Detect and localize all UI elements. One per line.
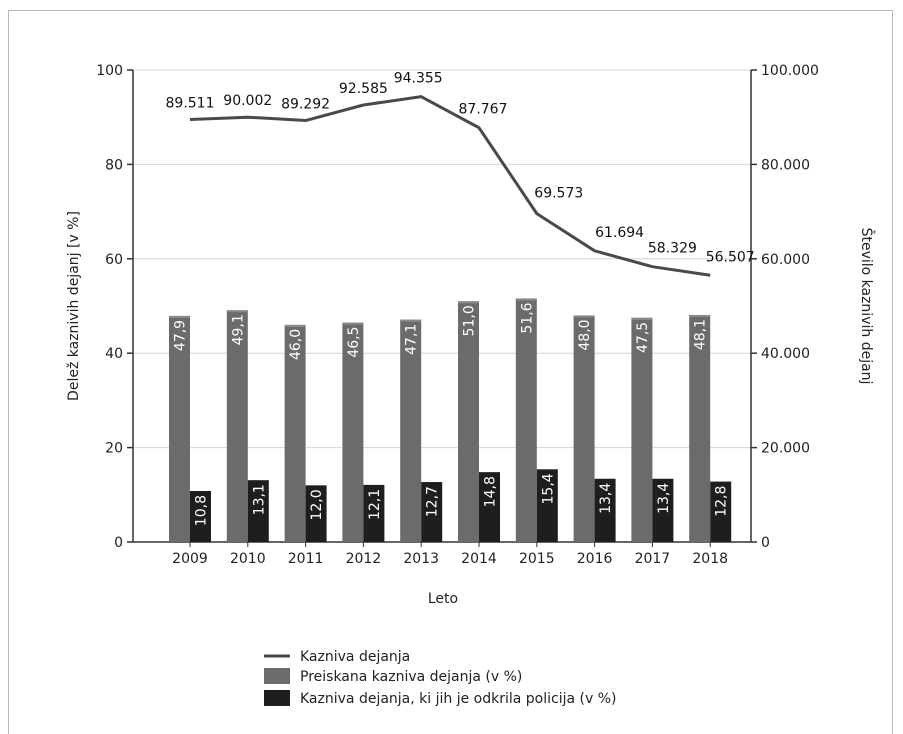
bar-policija — [652, 478, 674, 542]
bar-preiskana — [515, 298, 537, 542]
legend-swatch-preiskana — [264, 668, 290, 684]
bar-preiskana — [169, 315, 190, 542]
bar-label-policija: 12,8 — [714, 486, 730, 517]
bar-label-policija: 10,8 — [194, 495, 210, 526]
y-axis-title-left: Delež kaznivih dejanj [v %] — [66, 211, 82, 401]
bar-preiskana-top — [342, 322, 364, 325]
bar-label-policija: 12,7 — [425, 486, 441, 517]
bar-preiskana-top — [631, 317, 653, 320]
bar-layer: 47,9 10,8 49,1 13,1 46,0 12,0 46,5 12,1 47,1 12,7… — [169, 298, 732, 542]
bar-policija — [421, 482, 443, 542]
x-tick-label: 2011 — [288, 551, 324, 567]
line-point-label: 89.511 — [166, 96, 215, 112]
bar-preiskana-top — [515, 298, 537, 301]
bar-policija — [247, 480, 269, 542]
bar-policija — [305, 485, 327, 542]
y-tick-label-left: 40 — [105, 346, 123, 362]
y-tick-label-right: 20.000 — [761, 441, 810, 457]
x-tick-label: 2017 — [635, 551, 671, 567]
legend-swatch-policija — [264, 690, 290, 706]
bar-label-preiskana: 47,9 — [173, 320, 189, 351]
bar-label-preiskana: 51,6 — [519, 302, 535, 333]
x-tick-label: 2012 — [346, 551, 382, 567]
line-point-label: 94.355 — [394, 71, 443, 87]
y-tick-label-right: 0 — [761, 535, 770, 551]
bar-preiskana — [400, 319, 422, 542]
bar-preiskana — [458, 301, 479, 542]
legend-label-line: Kazniva dejanja — [300, 649, 410, 665]
bar-preiskana-top — [284, 324, 306, 327]
line-point-label: 89.292 — [281, 97, 330, 113]
line-point-label: 69.573 — [534, 186, 583, 202]
y-tick-label-left: 100 — [96, 63, 123, 79]
bar-label-preiskana: 47,5 — [635, 322, 651, 353]
bar-policija — [363, 484, 385, 542]
line-point-label: 90.002 — [223, 93, 272, 109]
bar-preiskana-top — [400, 319, 422, 322]
x-tick-label: 2014 — [461, 551, 497, 567]
bar-label-preiskana: 48,0 — [577, 319, 593, 350]
legend-label-policija: Kazniva dejanja, ki jih je odkrila polic… — [300, 691, 616, 707]
line-kazniva-dejanja — [189, 95, 711, 277]
y-tick-label-left: 0 — [114, 535, 123, 551]
x-tick-label: 2018 — [692, 551, 728, 567]
bar-preiskana — [226, 310, 248, 542]
bar-label-preiskana: 51,0 — [462, 305, 478, 336]
bar-policija — [190, 491, 211, 542]
y-tick-label-left: 80 — [105, 157, 123, 173]
bar-label-policija: 14,8 — [483, 476, 499, 507]
bar-preiskana — [573, 315, 595, 542]
bar-preiskana — [284, 324, 306, 542]
bar-policija — [594, 478, 616, 542]
line-layer: 89.511 90.002 89.292 92.585 94.355 87.767 69.5… — [166, 71, 755, 277]
bar-label-policija: 13,4 — [656, 483, 672, 514]
line-point-label: 87.767 — [459, 102, 508, 118]
x-tick-label: 2015 — [519, 551, 555, 567]
x-tick-label: 2016 — [577, 551, 613, 567]
bar-label-policija: 13,1 — [251, 484, 267, 515]
line-point-label: 56.507 — [706, 249, 755, 265]
bar-policija — [536, 469, 558, 542]
y-tick-label-right: 40.000 — [761, 346, 810, 362]
chart-frame — [8, 10, 893, 734]
bar-label-policija: 13,4 — [598, 483, 614, 514]
bar-preiskana-top — [573, 315, 595, 318]
bar-preiskana — [342, 322, 364, 542]
bar-label-preiskana: 49,1 — [230, 314, 246, 345]
bar-label-preiskana: 46,5 — [346, 327, 362, 358]
x-tick-label: 2009 — [172, 551, 208, 567]
bar-policija — [479, 472, 500, 542]
bar-preiskana-top — [689, 314, 711, 317]
x-tick-label: 2013 — [403, 551, 439, 567]
bar-preiskana — [689, 314, 711, 542]
bar-preiskana-top — [458, 301, 479, 304]
bar-preiskana-top — [226, 310, 248, 313]
y-tick-label-right: 100.000 — [761, 63, 819, 79]
line-point-label: 58.329 — [648, 241, 697, 257]
y-tick-label-left: 20 — [105, 441, 123, 457]
bar-label-preiskana: 48,1 — [693, 319, 709, 350]
bar-label-policija: 15,4 — [540, 473, 556, 504]
x-axis-title: Leto — [428, 591, 458, 607]
bar-preiskana-top — [169, 315, 190, 318]
bar-label-preiskana: 47,1 — [404, 324, 420, 355]
y-tick-label-right: 80.000 — [761, 157, 810, 173]
legend: Kazniva dejanja Preiskana kazniva dejanj… — [264, 649, 616, 707]
line-point-label: 92.585 — [339, 81, 388, 97]
y-axis-title-right: Število kaznivih dejanj — [858, 228, 876, 385]
bar-preiskana — [631, 317, 653, 542]
grid-layer — [133, 69, 751, 449]
line-point-label: 61.694 — [595, 225, 644, 241]
x-tick-label: 2010 — [230, 551, 266, 567]
legend-label-preiskana: Preiskana kazniva dejanja (v %) — [300, 669, 522, 685]
bar-label-preiskana: 46,0 — [288, 329, 304, 360]
bar-policija — [710, 481, 732, 542]
y-tick-label-left: 60 — [105, 252, 123, 268]
bar-label-policija: 12,1 — [367, 489, 383, 520]
bar-label-policija: 12,0 — [309, 489, 325, 520]
y-tick-label-right: 60.000 — [761, 252, 810, 268]
